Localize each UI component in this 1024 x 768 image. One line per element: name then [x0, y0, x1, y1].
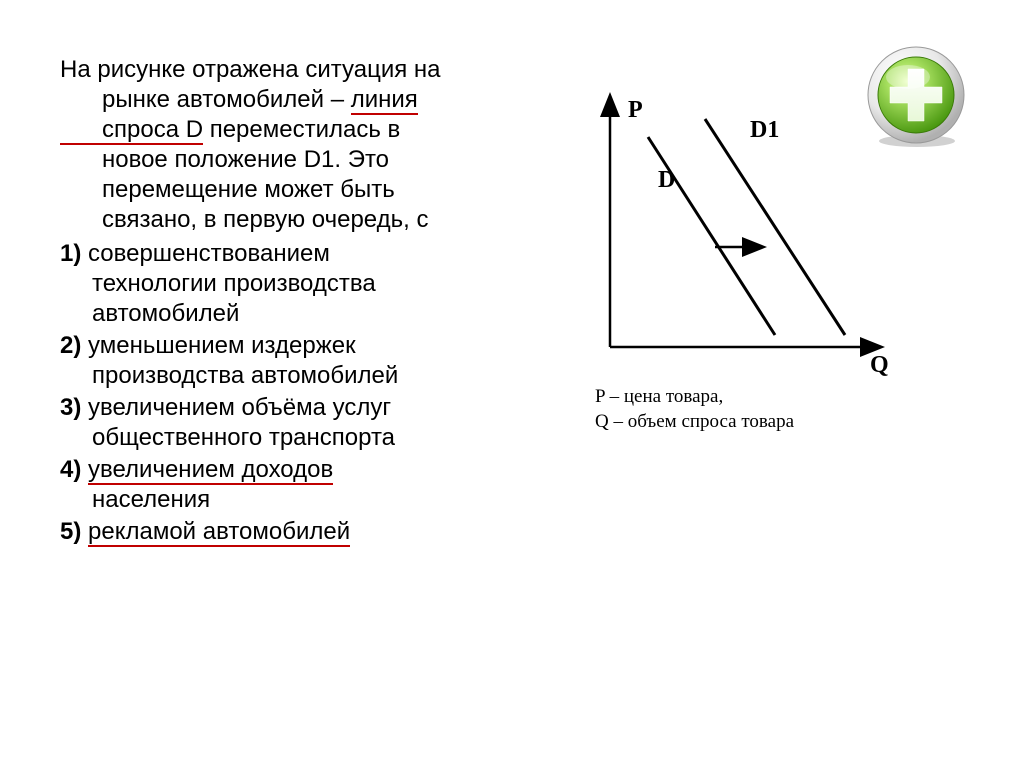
- option-text: совершенствованием: [88, 240, 330, 267]
- option-text: увеличением объёма услуг: [88, 394, 391, 421]
- option-text: населения: [92, 486, 210, 513]
- q-line4: новое положение D1. Это: [60, 146, 389, 173]
- options-list: 1) совершенствованием технологии произво…: [60, 239, 490, 547]
- option-num: 1): [60, 240, 81, 267]
- option-text: общественного транспорта: [92, 424, 395, 451]
- option-text: уменьшением издержек: [88, 332, 356, 359]
- option-num: 3): [60, 394, 81, 421]
- option-num: 2): [60, 332, 81, 359]
- legend-p: P – цена товара,: [595, 385, 794, 410]
- d-label: D: [658, 167, 675, 193]
- option-text: производства автомобилей: [92, 362, 398, 389]
- demand-chart: P Q D D1: [590, 87, 900, 382]
- question-block: На рисунке отражена ситуация на рынке ав…: [60, 55, 510, 549]
- axis-y-label: P: [628, 97, 643, 123]
- chart-svg: P Q D D1: [590, 87, 900, 377]
- q-line6: связано, в первую очередь, с: [60, 206, 428, 233]
- option-text: автомобилей: [92, 300, 239, 327]
- legend-q: Q – объем спроса товара: [595, 410, 794, 435]
- q-line2a: рынке автомобилей –: [60, 86, 351, 113]
- chart-legend: P – цена товара, Q – объем спроса товара: [595, 385, 794, 434]
- question-text: На рисунке отражена ситуация на рынке ав…: [60, 55, 490, 235]
- option-text: технологии производства: [92, 270, 376, 297]
- option-4: 4) увеличением доходов населения: [60, 455, 490, 515]
- option-num: 4): [60, 456, 81, 483]
- q-line1: На рисунке отражена ситуация на: [60, 56, 440, 83]
- q-line3a: спроса D: [60, 116, 203, 145]
- option-5: 5) рекламой автомобилей: [60, 517, 490, 547]
- option-text: рекламой автомобилей: [88, 518, 350, 547]
- option-3: 3) увеличением объёма услуг общественног…: [60, 393, 490, 453]
- q-line2b: линия: [351, 86, 418, 115]
- option-2: 2) уменьшением издержек производства авт…: [60, 331, 490, 391]
- q-line3b: переместилась в: [203, 116, 400, 143]
- option-1: 1) совершенствованием технологии произво…: [60, 239, 490, 329]
- axis-x-label: Q: [870, 352, 889, 377]
- plus-icon: [864, 45, 969, 155]
- option-text: увеличением доходов: [88, 456, 333, 485]
- q-line5: перемещение может быть: [60, 176, 395, 203]
- d1-label: D1: [750, 117, 779, 143]
- option-num: 5): [60, 518, 81, 545]
